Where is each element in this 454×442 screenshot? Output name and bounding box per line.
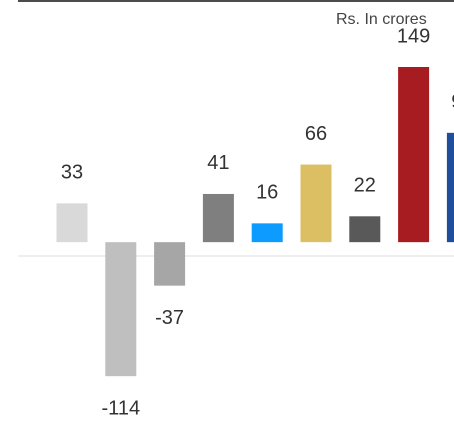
- bar: [300, 164, 332, 243]
- value-label: 93: [451, 91, 454, 113]
- bar: [398, 67, 430, 243]
- bar: [56, 203, 88, 243]
- unit-label: Rs. In crores: [336, 11, 427, 28]
- value-label: 66: [305, 123, 327, 145]
- bar: [251, 223, 283, 243]
- value-label: -37: [155, 307, 184, 329]
- value-label: 22: [354, 175, 376, 197]
- value-label: 16: [256, 182, 278, 204]
- bar: [349, 216, 381, 243]
- value-label: 41: [207, 152, 229, 174]
- bar: [154, 242, 186, 286]
- bar: [202, 193, 234, 243]
- value-label: 149: [397, 25, 430, 47]
- value-label: 33: [61, 162, 83, 184]
- bar: [446, 132, 454, 243]
- bar: [105, 242, 137, 377]
- value-label: -114: [102, 397, 141, 419]
